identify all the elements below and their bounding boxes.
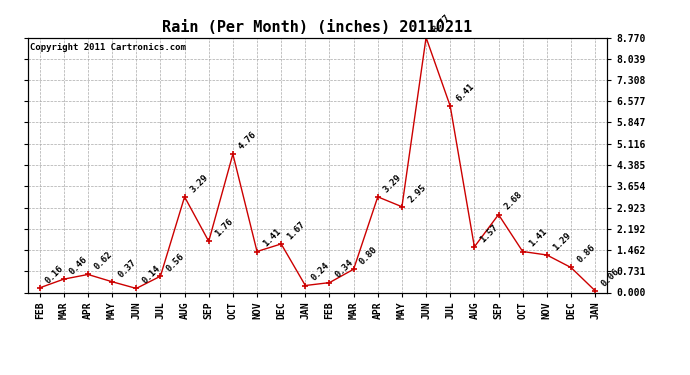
Text: Copyright 2011 Cartronics.com: Copyright 2011 Cartronics.com bbox=[30, 43, 186, 52]
Text: 1.41: 1.41 bbox=[262, 227, 283, 249]
Text: 0.37: 0.37 bbox=[117, 257, 138, 279]
Text: 0.80: 0.80 bbox=[358, 245, 380, 267]
Text: 2.95: 2.95 bbox=[406, 182, 428, 204]
Text: 1.29: 1.29 bbox=[551, 231, 573, 252]
Text: 0.16: 0.16 bbox=[44, 264, 66, 285]
Text: 0.86: 0.86 bbox=[575, 243, 597, 265]
Text: 1.57: 1.57 bbox=[479, 222, 500, 244]
Text: 3.29: 3.29 bbox=[189, 172, 210, 194]
Text: 8.77: 8.77 bbox=[431, 13, 452, 35]
Text: 1.41: 1.41 bbox=[527, 227, 549, 249]
Text: 6.41: 6.41 bbox=[455, 82, 476, 104]
Title: Rain (Per Month) (inches) 20110211: Rain (Per Month) (inches) 20110211 bbox=[162, 20, 473, 35]
Text: 1.67: 1.67 bbox=[286, 220, 307, 241]
Text: 2.68: 2.68 bbox=[503, 190, 524, 212]
Text: 0.56: 0.56 bbox=[165, 252, 186, 273]
Text: 0.14: 0.14 bbox=[141, 264, 162, 286]
Text: 0.24: 0.24 bbox=[310, 261, 331, 283]
Text: 0.62: 0.62 bbox=[92, 250, 114, 272]
Text: 1.76: 1.76 bbox=[213, 217, 235, 238]
Text: 4.76: 4.76 bbox=[237, 130, 259, 152]
Text: 3.29: 3.29 bbox=[382, 172, 404, 194]
Text: 0.34: 0.34 bbox=[334, 258, 355, 280]
Text: 0.06: 0.06 bbox=[600, 266, 621, 288]
Text: 0.46: 0.46 bbox=[68, 255, 90, 276]
